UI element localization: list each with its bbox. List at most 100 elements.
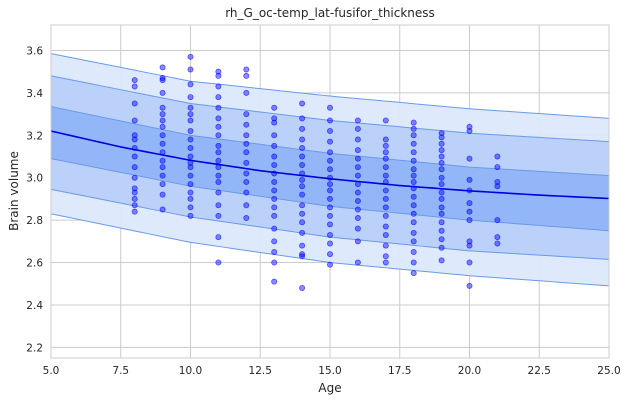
data-point [187,111,194,118]
data-point [271,153,278,160]
data-point [131,189,138,196]
data-point [159,89,166,96]
data-point [271,278,278,285]
data-point [382,212,389,219]
data-point [466,208,473,215]
data-point [410,270,417,277]
data-point [159,191,166,198]
data-point [410,219,417,226]
data-point [159,77,166,84]
data-point [382,155,389,162]
data-point [438,134,445,141]
data-point [438,227,445,234]
y-tick-label: 2.8 [26,215,43,227]
data-point [215,189,222,196]
data-point [243,111,250,118]
data-point [382,204,389,211]
data-point [382,259,389,266]
data-point [131,185,138,192]
data-point [466,242,473,249]
x-tick-label: 17.5 [388,365,411,377]
data-point [354,125,361,132]
x-tick-label: 25.0 [597,365,620,377]
data-point [438,153,445,160]
data-point [243,132,250,139]
y-tick-label: 2.4 [26,300,43,312]
data-point [410,157,417,164]
data-point [131,100,138,107]
data-point [131,117,138,124]
data-point [271,178,278,185]
data-point [215,149,222,156]
data-point [271,212,278,219]
data-point [215,178,222,185]
data-point [131,202,138,209]
data-points [131,53,501,292]
x-tick-label: 15.0 [318,365,341,377]
data-point [354,136,361,143]
data-point [243,159,250,166]
data-point [494,164,501,171]
data-point [187,128,194,135]
data-point [438,195,445,202]
data-point [187,117,194,124]
data-point [299,219,306,226]
data-point [159,123,166,130]
data-point [271,142,278,149]
data-point [243,170,250,177]
data-point [271,132,278,139]
data-point [466,282,473,289]
data-point [466,259,473,266]
data-point [354,117,361,124]
data-point [243,89,250,96]
y-tick-label: 3.4 [26,88,43,100]
data-point [466,123,473,130]
data-point [271,115,278,122]
chart-title: rh_G_oc-temp_lat-fusifor_thickness [225,6,435,20]
data-point [187,81,194,88]
data-point [494,183,501,190]
data-point [326,117,333,124]
data-point [215,132,222,139]
data-point [494,240,501,247]
data-point [159,111,166,118]
data-point [410,229,417,236]
data-point [131,83,138,90]
data-point [159,64,166,71]
plot-frame [50,24,610,359]
data-point [326,157,333,164]
data-point [131,174,138,181]
data-point [299,145,306,152]
data-point [187,104,194,111]
data-point [438,257,445,264]
data-point [271,119,278,126]
data-point [354,259,361,266]
data-point [326,149,333,156]
data-point [299,100,306,107]
band-inner-upper-edge [50,106,610,177]
data-point [187,136,194,143]
data-point [299,253,306,260]
data-point [159,117,166,124]
data-point [326,204,333,211]
data-point [159,75,166,82]
data-point [131,195,138,202]
band-outer-lower-edge [50,213,610,287]
data-point [326,187,333,194]
data-point [326,261,333,268]
x-tick-label: 20.0 [458,365,481,377]
data-point [215,104,222,111]
data-point [215,72,222,79]
data-point [354,172,361,179]
data-point [410,140,417,147]
data-point [243,215,250,222]
data-point [187,66,194,73]
data-point [466,217,473,224]
data-point [466,238,473,245]
data-point [159,172,166,179]
y-tick-label: 2.6 [26,258,43,270]
data-point [382,142,389,149]
data-point [410,238,417,245]
data-point [215,123,222,130]
